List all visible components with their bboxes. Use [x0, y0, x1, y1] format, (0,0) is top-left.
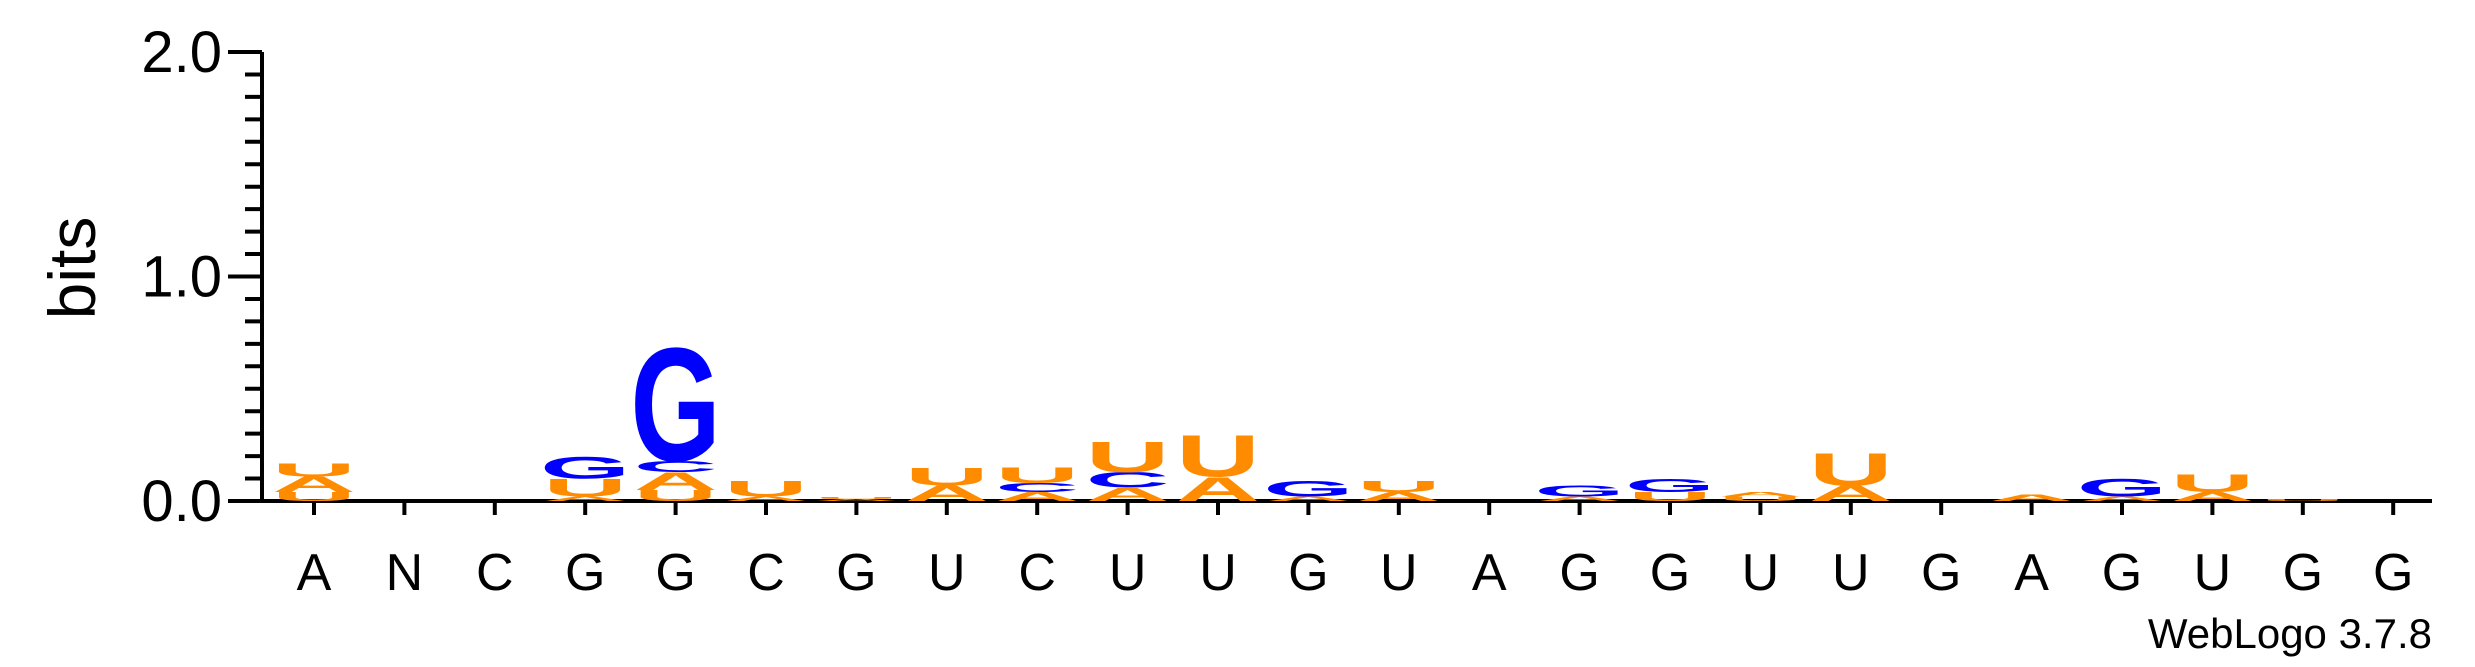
logo-letter: A	[1176, 470, 1260, 508]
logo-letter: U	[272, 490, 356, 504]
x-tick-label: N	[386, 544, 424, 602]
logo-letter: A	[1086, 484, 1170, 505]
logo-letter: A	[905, 481, 989, 506]
x-tick-label: A	[297, 544, 332, 602]
logo-letter: U	[1809, 443, 1893, 495]
logo-letter: A	[1990, 493, 2074, 503]
x-tick-label: C	[1018, 544, 1056, 602]
logo-letter: U	[995, 463, 1079, 488]
logo-letter: U	[2170, 469, 2254, 497]
weblogo-credit: WebLogo 3.7.8	[2148, 610, 2432, 657]
x-tick-label: G	[565, 544, 605, 602]
logo-letter: C	[634, 458, 718, 475]
logo-letter: G	[1625, 475, 1715, 496]
x-tick-label: G	[2373, 544, 2413, 602]
logo-letter: C	[1086, 468, 1170, 493]
x-tick-label: U	[928, 544, 966, 602]
y-axis: 0.0 1.0 2.0	[141, 20, 264, 534]
logo-letter: A	[814, 498, 898, 501]
logo-letter: U	[543, 474, 627, 502]
logo-letter: A	[634, 467, 718, 495]
y-tick-label: 0.0	[141, 469, 222, 534]
x-tick-label: U	[1199, 544, 1237, 602]
logo-letter: A	[995, 490, 1079, 504]
x-tick-label: A	[1472, 544, 1507, 602]
logo-letter: U	[1086, 433, 1170, 482]
logo-letter: C	[995, 481, 1079, 495]
logo-letter: U	[634, 487, 718, 504]
logo-letter: U	[1718, 495, 1802, 502]
x-tick-label: U	[1742, 544, 1780, 602]
logo-letter: U	[272, 459, 356, 480]
stack-13: AU	[1357, 478, 1441, 504]
logo-letter: U	[1628, 490, 1712, 504]
x-tick-label: G	[836, 544, 876, 602]
stack-16: UG	[1625, 475, 1715, 504]
stack-18: AU	[1809, 443, 1893, 506]
stack-6: AU	[724, 477, 808, 503]
stack-22: AU	[2170, 469, 2254, 503]
y-tick-label: 2.0	[141, 20, 222, 85]
stack-10: ACU	[1086, 433, 1170, 506]
stack-7: AU	[814, 496, 898, 502]
stack-17: UA	[1718, 491, 1802, 502]
x-tick-label: G	[1921, 544, 1961, 602]
logo-letter: U	[905, 463, 989, 491]
logo-letter: U	[1357, 478, 1441, 495]
stack-23: U	[2261, 498, 2345, 501]
logo-letter: A	[543, 495, 627, 502]
logo-letter: G	[1263, 477, 1353, 502]
logo-letter: A	[272, 472, 356, 497]
x-tick-label: U	[2194, 544, 2232, 602]
logo-letter: G	[1534, 482, 1624, 499]
stack-9: ACU	[995, 463, 1079, 504]
stack-11: AU	[1176, 423, 1260, 509]
logo-letter: A	[2170, 490, 2254, 504]
x-tick-label: G	[655, 544, 695, 602]
x-tick-label: G	[1288, 544, 1328, 602]
stack-8: AU	[905, 463, 989, 506]
x-tick-label: G	[2283, 544, 2323, 602]
y-tick-label: 1.0	[141, 245, 222, 310]
stack-12: AG	[1263, 477, 1353, 503]
logo-letter: U	[814, 496, 898, 499]
x-tick-label: G	[1650, 544, 1690, 602]
logo-letter: A	[1357, 490, 1441, 504]
x-tick-label: U	[1109, 544, 1147, 602]
stack-21: AG	[2077, 474, 2167, 502]
logo-letter: G	[2077, 474, 2167, 502]
stack-4: AUG	[540, 451, 630, 503]
logo-letter: A	[1266, 495, 1350, 502]
x-tick-label: U	[1832, 544, 1870, 602]
logo-letter: U	[1176, 423, 1260, 489]
y-axis-label: bits	[35, 217, 109, 320]
logo-letter: G	[540, 451, 630, 486]
logo-letter: A	[1718, 491, 1802, 498]
logo-letter: U	[2261, 498, 2345, 501]
x-tick-label: U	[1380, 544, 1418, 602]
logo-letter: U	[724, 477, 808, 502]
x-tick-label: G	[1559, 544, 1599, 602]
logo-letter: A	[2080, 495, 2164, 502]
x-tick-label: G	[2102, 544, 2142, 602]
logo-letter: A	[1809, 481, 1893, 506]
logo-letter: A	[1538, 495, 1622, 502]
x-tick-label: A	[2014, 544, 2049, 602]
stack-15: AG	[1534, 482, 1624, 502]
stack-1: UAU	[272, 459, 356, 503]
x-tick-label: C	[747, 544, 785, 602]
logo-letter: G	[630, 313, 720, 495]
x-tick-label: C	[476, 544, 514, 602]
stack-20: A	[1990, 493, 2074, 503]
logo-letter: A	[724, 495, 808, 502]
